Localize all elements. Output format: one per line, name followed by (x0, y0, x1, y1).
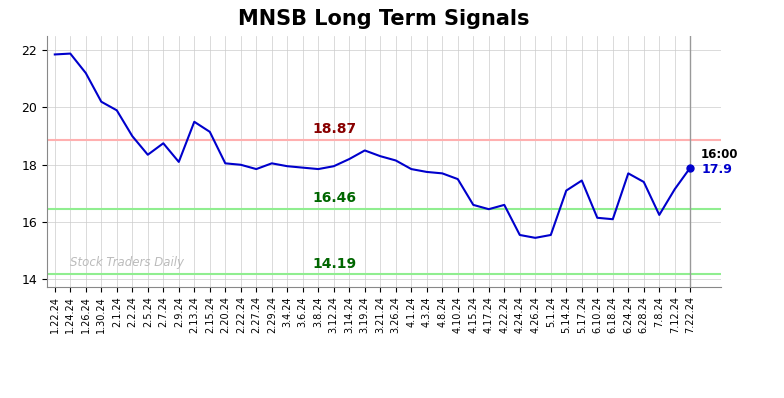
Text: 18.87: 18.87 (313, 123, 357, 137)
Text: Stock Traders Daily: Stock Traders Daily (71, 256, 184, 269)
Text: 16:00: 16:00 (701, 148, 739, 161)
Text: 16.46: 16.46 (313, 191, 357, 205)
Title: MNSB Long Term Signals: MNSB Long Term Signals (238, 9, 530, 29)
Text: 17.9: 17.9 (701, 162, 732, 176)
Text: 14.19: 14.19 (313, 257, 357, 271)
